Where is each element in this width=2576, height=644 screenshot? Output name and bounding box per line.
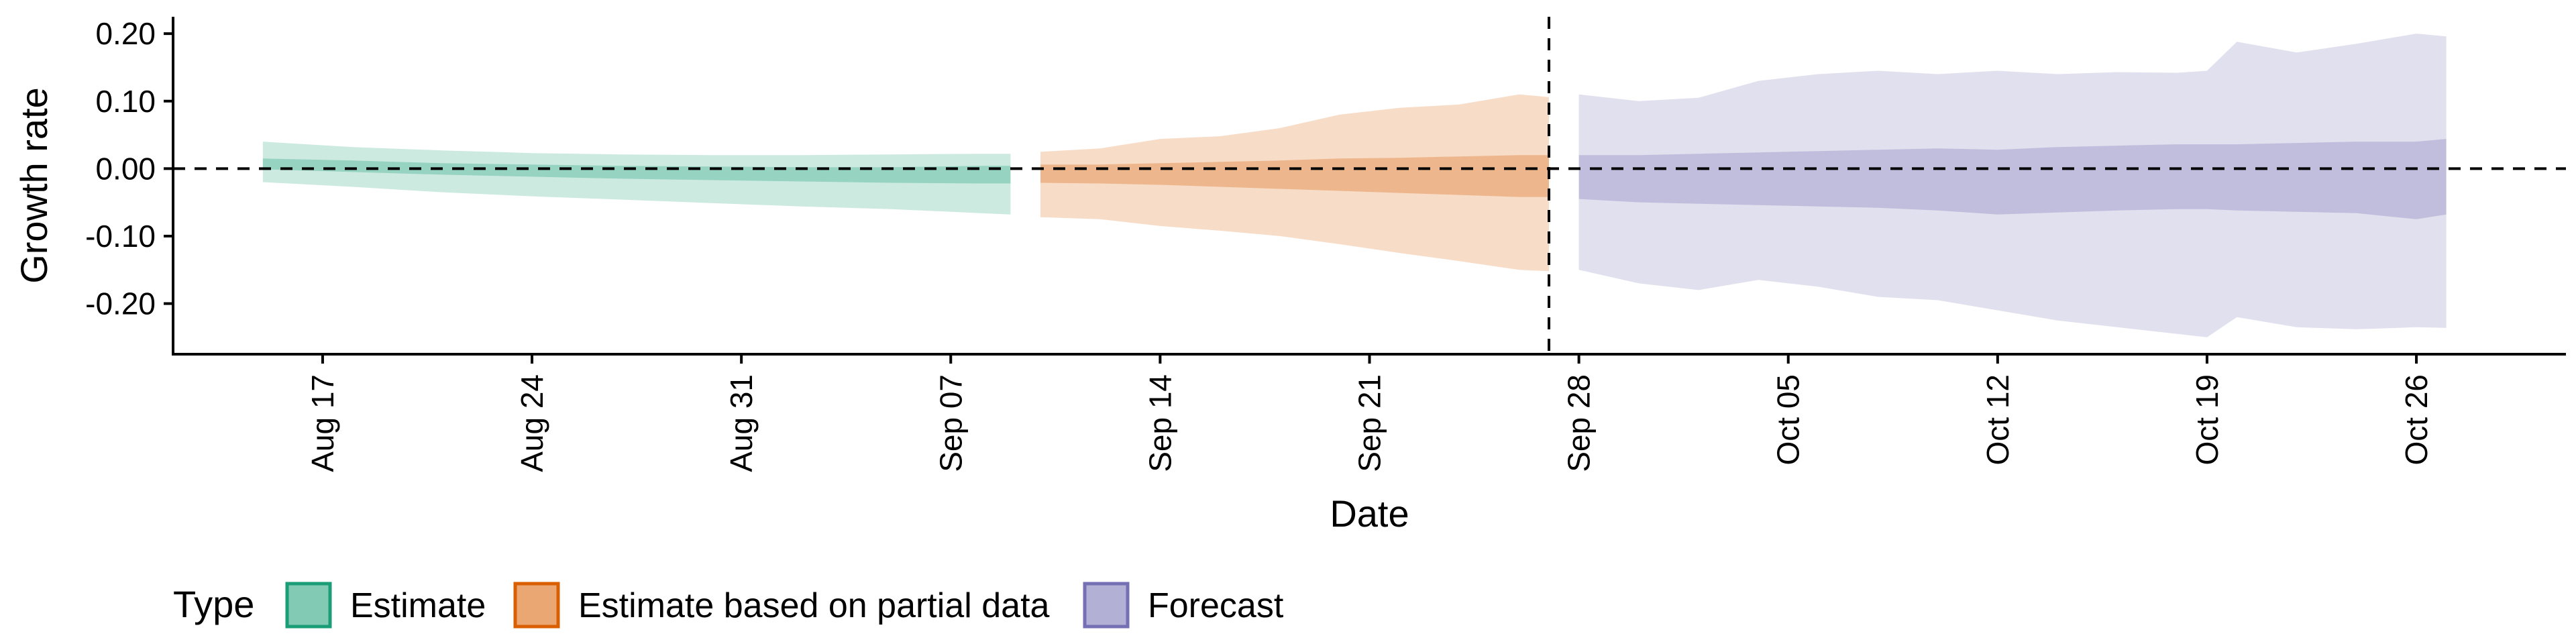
y-tick-label: 0.20 [95,16,156,51]
band-inner-1 [1040,155,1549,197]
axes: 0.20 0.10 0.00 -0.10 -0.20 Aug 17 Aug 24 Aug 31… [13,16,2566,535]
y-tick-label: 0.10 [95,84,156,119]
legend-key-2 [1083,582,1130,629]
legend-key-0 [285,582,332,629]
legend-label: Forecast [1148,586,1284,625]
x-tick-label: Sep 14 [1142,374,1177,472]
legend: Type Estimate Estimate based on partial da… [173,582,1284,629]
legend-label: Estimate [350,586,486,625]
x-tick-label: Aug 31 [724,374,759,472]
x-tick-label: Aug 17 [305,374,340,472]
x-tick-label: Oct 26 [2399,374,2434,466]
band-outer-1 [1040,94,1549,272]
x-axis-title: Date [1330,492,1409,535]
band-outer-0 [262,142,1011,215]
x-tick-label: Oct 05 [1771,374,1806,466]
x-tick-label: Aug 24 [515,374,549,472]
x-tick-label: Sep 28 [1562,374,1597,472]
legend-title: Type [173,583,254,625]
y-tick-label: 0.00 [95,151,156,186]
legend-key-1 [513,582,560,629]
y-tick-label: -0.10 [85,219,156,254]
band-inner-2 [1578,139,2447,219]
x-tick-label: Sep 21 [1352,374,1387,472]
uncertainty-bands [262,34,2447,337]
reference-lines [173,17,2566,354]
y-tick-label: -0.20 [85,286,156,321]
y-axis-title: Growth rate [13,87,55,284]
x-tick-label: Oct 19 [2190,374,2224,466]
x-tick-label: Sep 07 [933,374,968,472]
band-inner-0 [262,158,1011,184]
band-outer-2 [1578,34,2447,337]
legend-label: Estimate based on partial data [578,586,1050,625]
x-tick-label: Oct 12 [1980,374,2015,466]
